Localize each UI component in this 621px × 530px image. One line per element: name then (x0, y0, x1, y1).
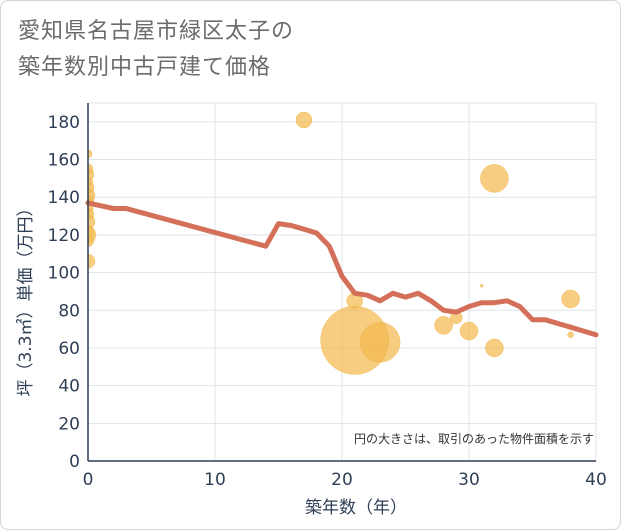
data-point (88, 254, 96, 269)
data-point (561, 289, 580, 309)
x-tick-label: 30 (458, 470, 480, 490)
data-point (88, 149, 93, 159)
y-tick-label: 60 (58, 339, 80, 359)
chart-title-line-1: 愛知県名古屋市緑区太子の (18, 19, 295, 44)
data-point (88, 234, 95, 247)
x-axis-label: 築年数（年） (305, 498, 407, 518)
bubble-series (88, 111, 580, 375)
x-tick-label: 40 (585, 470, 607, 490)
data-point (434, 316, 453, 335)
x-tick-label: 10 (204, 470, 226, 490)
y-tick-label: 120 (48, 226, 80, 246)
y-tick-label: 80 (58, 301, 80, 321)
data-point (359, 322, 401, 363)
y-tick-label: 140 (48, 188, 80, 208)
data-point (459, 321, 479, 341)
data-point (480, 164, 509, 193)
data-point (485, 338, 504, 358)
grid-lines (87, 102, 597, 462)
data-point (295, 111, 313, 129)
trend-series (85, 200, 599, 338)
y-tick-label: 160 (48, 151, 80, 171)
size-legend-note: 円の大きさは、取引のあった物件面積を示す (354, 431, 594, 446)
y-tick-label: 0 (69, 452, 80, 472)
x-tick-label: 20 (331, 470, 353, 490)
y-tick-label: 40 (58, 377, 80, 397)
x-tick-label: 0 (83, 470, 94, 490)
trend-line (85, 200, 599, 338)
data-point (567, 331, 574, 339)
data-point (479, 284, 484, 288)
y-axis-label: 坪（3.3㎡）単価（万円） (16, 199, 36, 396)
y-tick-label: 180 (48, 113, 80, 133)
axes: 0 20 40 60 80 100 120 140 160 180 0 10 20 30 40 (48, 103, 607, 490)
y-tick-label: 100 (48, 264, 80, 284)
chart-title-line-2: 築年数別中古戸建て価格 (18, 55, 272, 80)
y-tick-label: 20 (58, 414, 80, 434)
chart-title: 愛知県名古屋市緑区太子の 築年数別中古戸建て価格 (18, 14, 578, 86)
